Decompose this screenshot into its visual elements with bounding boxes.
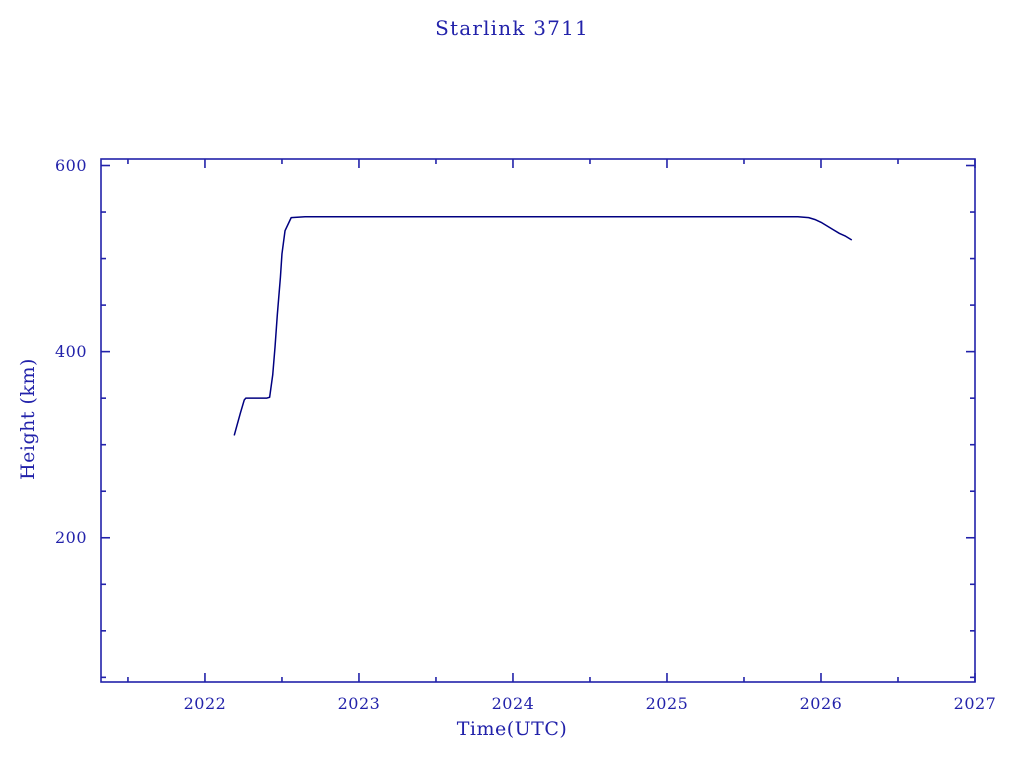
x-tick-label: 2026 <box>799 694 843 713</box>
x-tick-label: 2024 <box>491 694 535 713</box>
x-tick-label: 2025 <box>645 694 689 713</box>
page-title: Starlink 3711 <box>435 16 589 40</box>
y-tick-label: 600 <box>54 155 87 175</box>
x-axis-label: Time(UTC) <box>456 718 568 740</box>
axis-ticks <box>101 159 976 682</box>
y-tick-label: 400 <box>54 341 87 361</box>
axis-frame <box>100 158 976 683</box>
series-line-height <box>233 215 853 436</box>
x-tick-label: 2027 <box>953 694 997 713</box>
y-tick-label: 200 <box>54 527 87 547</box>
data-series-group <box>233 215 853 436</box>
x-tick-label: 2022 <box>183 694 227 713</box>
x-tick-label: 2023 <box>337 694 381 713</box>
